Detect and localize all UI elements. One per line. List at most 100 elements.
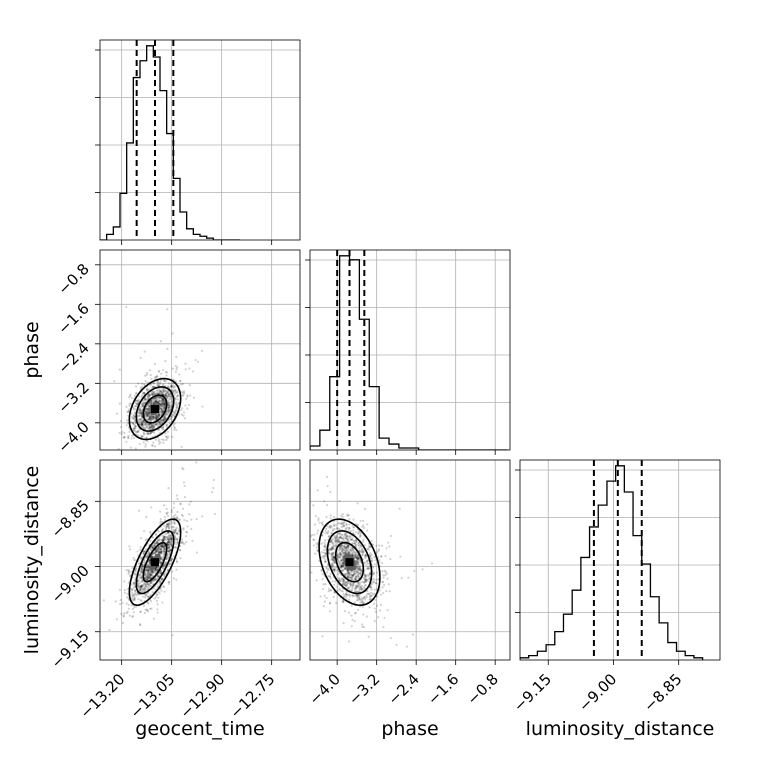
sample-point xyxy=(372,580,375,583)
sample-point xyxy=(365,559,369,562)
sample-point xyxy=(145,412,148,415)
sample-point xyxy=(147,573,151,576)
sample-point xyxy=(144,594,147,597)
sample-point xyxy=(144,576,147,579)
sample-point xyxy=(138,412,141,415)
sample-point xyxy=(358,567,361,570)
sample-point xyxy=(164,417,167,421)
sample-point xyxy=(174,398,177,401)
sample-point xyxy=(345,544,349,547)
sample-point xyxy=(163,550,166,553)
sample-point xyxy=(366,562,369,565)
sample-point xyxy=(182,527,185,530)
sample-point xyxy=(151,545,154,548)
sample-point xyxy=(187,403,191,406)
sample-point xyxy=(175,537,178,540)
sample-point xyxy=(201,515,204,518)
sample-point xyxy=(134,425,137,428)
sample-point xyxy=(348,573,352,576)
sample-point xyxy=(167,532,171,535)
sample-point xyxy=(140,422,143,425)
sample-point xyxy=(333,556,336,559)
sample-point xyxy=(395,643,398,646)
sample-point xyxy=(385,547,388,550)
sample-point xyxy=(168,550,171,554)
sample-point xyxy=(143,397,146,401)
sample-point xyxy=(176,538,179,541)
sample-point xyxy=(119,419,122,423)
sample-point xyxy=(342,564,345,567)
sample-point xyxy=(163,546,166,549)
sample-point xyxy=(161,403,164,406)
sample-point xyxy=(146,409,149,412)
sample-point xyxy=(151,402,154,405)
sample-point xyxy=(137,585,140,588)
sample-point xyxy=(344,595,348,598)
sample-point xyxy=(114,600,117,603)
sample-point xyxy=(331,553,334,557)
sample-point xyxy=(387,583,391,586)
sample-point xyxy=(352,572,356,575)
sample-point xyxy=(172,384,175,387)
sample-point xyxy=(306,625,308,627)
sample-point xyxy=(374,598,377,601)
sample-point xyxy=(168,401,171,405)
sample-point xyxy=(347,544,350,548)
sample-point xyxy=(158,395,161,398)
sample-point xyxy=(171,413,175,416)
sample-point xyxy=(382,625,385,629)
sample-point xyxy=(144,452,146,454)
sample-point xyxy=(159,580,162,583)
sample-point xyxy=(148,584,151,587)
sample-point xyxy=(345,546,348,550)
sample-point xyxy=(347,570,350,573)
sample-point xyxy=(316,532,319,535)
sample-point xyxy=(162,547,166,550)
sample-point xyxy=(338,500,341,503)
sample-point xyxy=(123,591,127,594)
sample-point xyxy=(148,423,151,426)
sample-point xyxy=(132,414,135,418)
sample-point xyxy=(340,547,343,550)
sample-point xyxy=(386,608,389,612)
sample-point xyxy=(153,418,156,421)
sample-point xyxy=(152,393,155,396)
sample-point xyxy=(365,615,368,618)
sample-point xyxy=(348,526,351,530)
sample-point xyxy=(159,520,162,523)
sample-point xyxy=(359,543,362,546)
sample-point xyxy=(175,494,179,497)
sample-point xyxy=(173,520,176,523)
sample-point xyxy=(334,524,338,527)
sample-point xyxy=(156,585,159,588)
sample-point xyxy=(334,535,337,538)
sample-point xyxy=(373,588,376,591)
sample-point xyxy=(132,598,135,601)
sample-point xyxy=(148,417,151,420)
sample-point xyxy=(181,382,184,386)
sample-point xyxy=(161,409,164,412)
sample-point xyxy=(161,558,164,561)
sample-point xyxy=(145,407,148,411)
sample-point xyxy=(168,527,171,530)
sample-point xyxy=(340,564,343,568)
sample-point xyxy=(155,400,158,403)
sample-point xyxy=(337,555,340,559)
sample-point xyxy=(359,567,362,570)
sample-point xyxy=(314,515,317,518)
sample-point xyxy=(156,568,159,571)
sample-point xyxy=(174,528,178,531)
sample-point xyxy=(332,569,335,572)
sample-point xyxy=(176,366,179,369)
sample-point xyxy=(157,539,160,542)
sample-point xyxy=(151,418,155,421)
sample-point xyxy=(353,542,356,545)
sample-point xyxy=(134,567,138,570)
sample-point xyxy=(137,421,141,424)
sample-point xyxy=(166,410,169,413)
sample-point xyxy=(372,543,375,546)
sample-point xyxy=(355,566,358,569)
sample-point xyxy=(154,438,158,441)
sample-point xyxy=(341,559,344,562)
y-tick-label: −8.85 xyxy=(48,496,93,541)
